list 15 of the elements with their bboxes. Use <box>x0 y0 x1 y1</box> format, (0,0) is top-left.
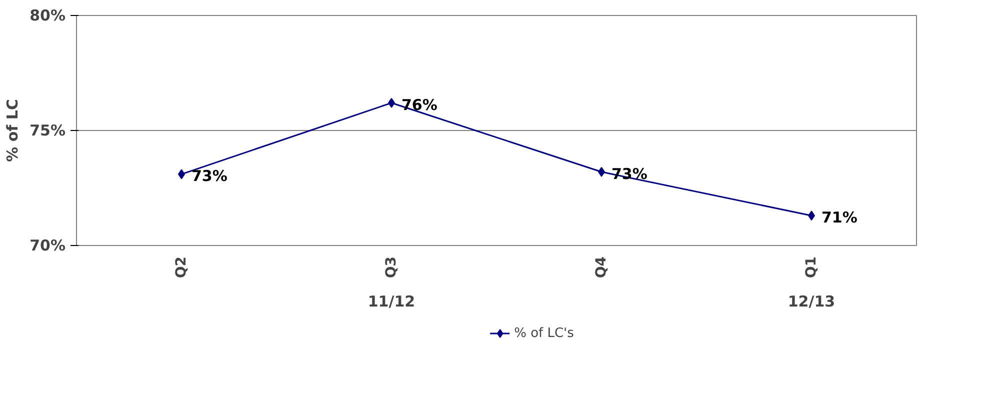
y-tick-label: 80% <box>30 6 66 24</box>
y-tick-label: 70% <box>30 236 66 254</box>
data-label: 73% <box>612 164 648 183</box>
data-label: 73% <box>192 167 228 186</box>
x-tick-label: Q4 <box>594 256 610 278</box>
data-label: 76% <box>402 96 438 114</box>
data-label: 71% <box>822 208 858 227</box>
y-axis-title: % of LC <box>4 99 22 162</box>
text: 12/13 <box>788 292 836 310</box>
x-tick-label: Q2 <box>174 256 190 278</box>
text: 11/12 <box>368 292 416 310</box>
x-tick-label: Q3 <box>384 256 400 278</box>
legend-label: % of LC's <box>514 326 574 340</box>
y-tick-label: 75% <box>30 122 66 140</box>
x-tick-label: Q1 <box>804 256 820 278</box>
